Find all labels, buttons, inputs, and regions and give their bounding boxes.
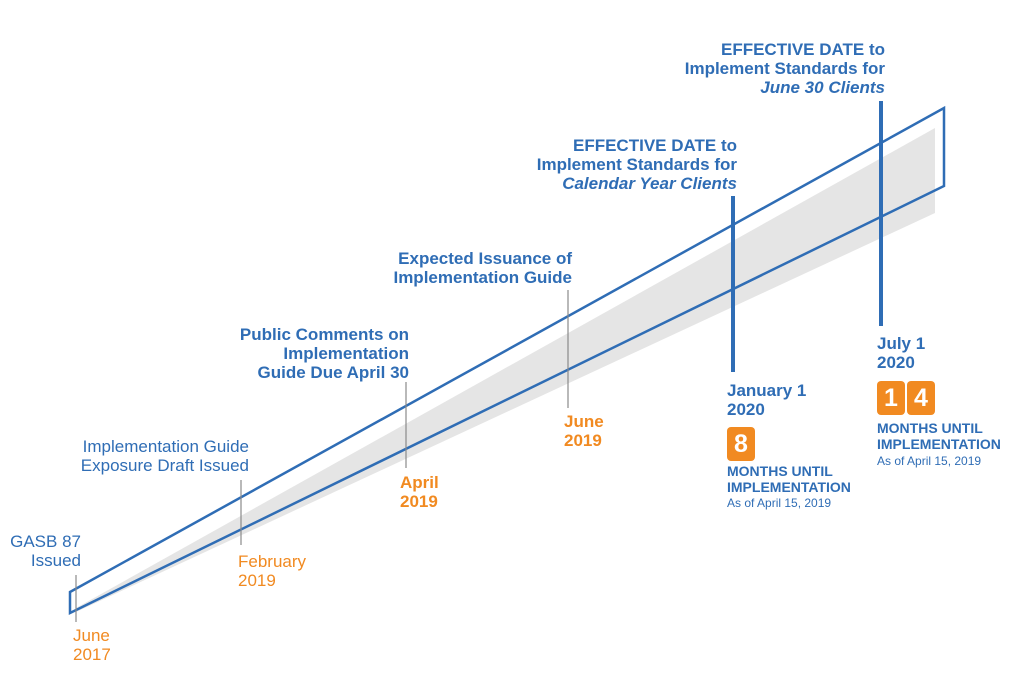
as-of-note: As of April 15, 2019 xyxy=(877,454,982,468)
timeline-shadow-band xyxy=(76,128,935,612)
event-effective-june-30: EFFECTIVE DATE to Implement Standards fo… xyxy=(685,40,885,97)
timeline-beam xyxy=(68,105,946,616)
event-line: EFFECTIVE DATE to xyxy=(572,136,737,155)
date-february-2019: February 2019 xyxy=(238,552,307,591)
event-effective-calendar-year: EFFECTIVE DATE to Implement Standards fo… xyxy=(537,136,737,193)
date-june-2019: June 2019 xyxy=(564,412,604,451)
months-badge-8: 8 xyxy=(727,427,757,461)
date-july-1-2020: July 1 2020 xyxy=(877,334,926,373)
event-gasb87-issued: GASB 87 Issued xyxy=(10,532,81,571)
event-expected-issuance: Expected Issuance of Implementation Guid… xyxy=(393,249,572,288)
date-june-2017: June 2017 xyxy=(73,626,111,665)
months-count-digit: 1 xyxy=(877,381,905,415)
date-january-1-2020: January 1 2020 xyxy=(727,381,807,420)
event-line-client-type: Calendar Year Clients xyxy=(562,174,737,194)
as-of-note: As of April 15, 2019 xyxy=(727,496,832,510)
event-line: Implement Standards for xyxy=(684,59,885,79)
months-count-digit: 8 xyxy=(727,427,755,461)
event-line: EFFECTIVE DATE to xyxy=(720,40,885,59)
event-line: Implement Standards for xyxy=(536,155,737,175)
months-until-label: MONTHS UNTIL IMPLEMENTATION xyxy=(727,463,851,496)
date-april-2019: April 2019 xyxy=(400,473,439,512)
months-until-label: MONTHS UNTIL IMPLEMENTATION xyxy=(877,420,1001,453)
event-public-comments: Public Comments on Implementation Guide … xyxy=(239,325,409,383)
event-line-client-type: June 30 Clients xyxy=(760,78,885,98)
months-count-digit: 4 xyxy=(907,381,935,415)
event-exposure-draft: Implementation Guide Exposure Draft Issu… xyxy=(80,437,249,476)
